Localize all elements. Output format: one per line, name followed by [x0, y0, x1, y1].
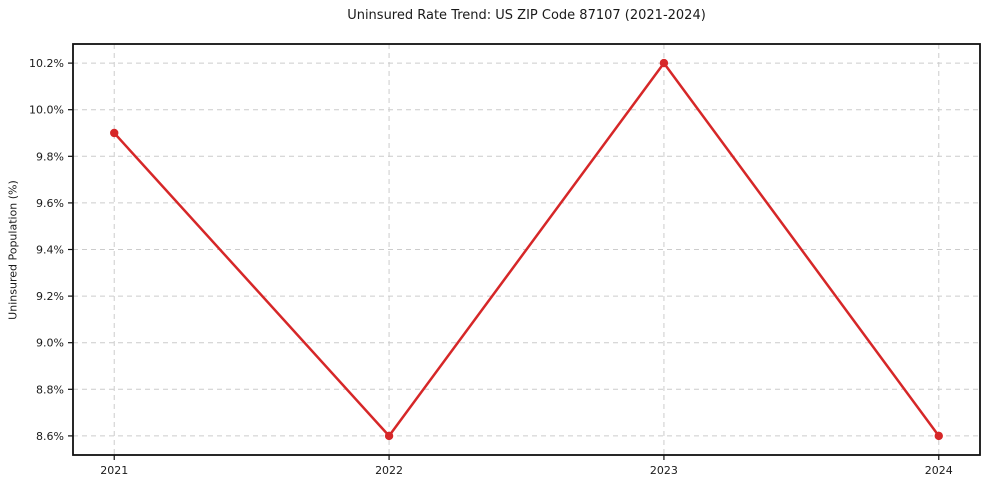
x-tick-label: 2023	[650, 464, 678, 477]
y-tick-label: 9.2%	[36, 290, 64, 303]
y-tick-label: 8.8%	[36, 383, 64, 396]
x-tick-label: 2024	[925, 464, 953, 477]
x-tick-label: 2022	[375, 464, 403, 477]
trend-line	[112, 61, 941, 438]
data-point-2024	[934, 431, 943, 441]
y-tick-label: 9.8%	[36, 150, 64, 163]
y-tick-label: 10.0%	[29, 104, 64, 117]
x-tick-label: 2021	[100, 464, 128, 477]
y-tick-label: 9.0%	[36, 337, 64, 350]
y-tick-label: 9.6%	[36, 197, 64, 210]
data-point-2021	[110, 128, 119, 138]
y-tick-label: 8.6%	[36, 430, 64, 443]
chart-title: Uninsured Rate Trend: US ZIP Code 87107 …	[347, 8, 706, 23]
data-point-2023	[659, 58, 669, 68]
y-tick-label: 10.2%	[29, 57, 64, 70]
y-tick-label: 9.4%	[36, 244, 64, 257]
data-point-2022	[384, 431, 394, 441]
